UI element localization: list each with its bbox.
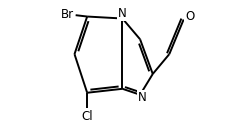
Text: N: N	[118, 7, 127, 20]
Text: Cl: Cl	[81, 110, 93, 123]
Text: Br: Br	[61, 8, 74, 21]
Text: N: N	[138, 91, 147, 104]
Text: O: O	[185, 10, 194, 23]
